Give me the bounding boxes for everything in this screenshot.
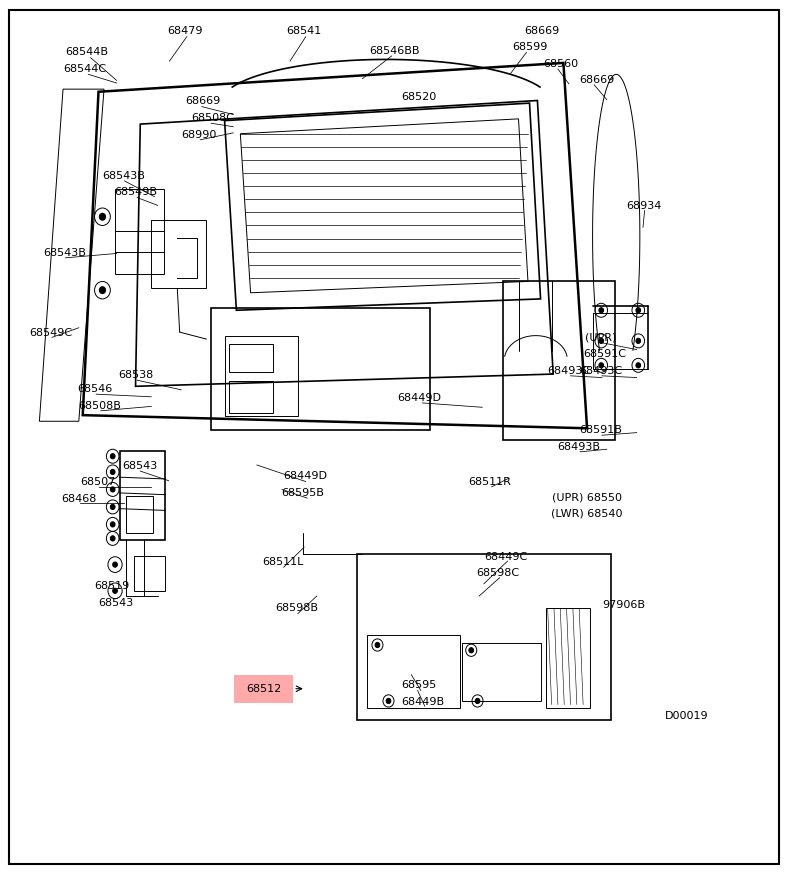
Text: 68598B: 68598B [276,603,318,614]
Text: 68595B: 68595B [281,488,324,498]
Text: 68449D: 68449D [397,392,441,403]
Text: 68508B: 68508B [79,400,121,411]
Text: 68595: 68595 [402,680,437,690]
Bar [229,381,273,413]
Text: 68543: 68543 [122,461,157,471]
Bar [357,554,611,720]
Circle shape [110,522,115,527]
Circle shape [475,698,480,704]
Circle shape [99,287,106,294]
Text: 68493C: 68493C [548,365,590,376]
Text: 68560: 68560 [544,59,578,69]
Text: 68543: 68543 [98,598,133,608]
Text: 68543B: 68543B [43,247,86,258]
Text: 68511L: 68511L [262,557,303,567]
Text: 68508C: 68508C [191,113,234,123]
Circle shape [110,504,115,510]
Text: 68598C: 68598C [477,568,519,579]
Circle shape [110,487,115,492]
Text: 68493B: 68493B [557,441,600,452]
Text: 68549B: 68549B [114,187,157,198]
Text: 68449C: 68449C [485,551,527,562]
Bar [115,189,164,274]
Text: 68544B: 68544B [65,47,108,58]
Text: 68468: 68468 [61,494,96,504]
Circle shape [636,308,641,313]
Circle shape [113,588,117,593]
Text: 68990: 68990 [181,129,216,140]
Circle shape [110,469,115,475]
Text: 68543B: 68543B [102,170,145,181]
Text: 68669: 68669 [525,26,559,37]
Bar [126,496,153,533]
Text: 68546: 68546 [77,384,112,394]
Text: 68541: 68541 [286,26,321,37]
Circle shape [636,363,641,368]
Text: (UPR) 68550: (UPR) 68550 [552,492,622,503]
Bar [367,635,460,708]
Text: 68934: 68934 [626,201,661,212]
Bar [211,308,430,430]
Text: 68479: 68479 [167,26,203,37]
Bar [503,281,615,440]
Circle shape [469,648,474,653]
Bar [120,451,165,540]
Circle shape [113,562,117,567]
Circle shape [636,338,641,343]
Text: 68549C: 68549C [29,328,72,338]
Text: 68669: 68669 [580,74,615,85]
Text: 97906B: 97906B [603,600,645,610]
Bar [151,220,206,288]
Text: 68544C: 68544C [64,64,106,74]
FancyBboxPatch shape [234,675,293,703]
Bar [134,556,165,591]
Circle shape [99,213,106,220]
Text: 68449D: 68449D [283,471,327,482]
Bar [225,336,298,416]
Text: 68449B: 68449B [402,697,444,707]
Text: 68669: 68669 [185,96,220,107]
Text: 68538: 68538 [118,370,153,380]
Text: 68599: 68599 [512,42,547,52]
Circle shape [110,454,115,459]
Text: 68520: 68520 [402,92,437,102]
Circle shape [599,363,604,368]
Circle shape [386,698,391,704]
Text: 68546BB: 68546BB [369,45,419,56]
Text: 68507: 68507 [80,477,115,488]
Circle shape [110,536,115,541]
Bar [462,643,541,701]
Circle shape [375,642,380,648]
Bar [546,608,590,708]
Text: 68493C: 68493C [579,365,622,376]
Bar [229,344,273,372]
Text: (UPR): (UPR) [585,332,616,343]
Text: D00019: D00019 [665,711,709,721]
Text: 68519: 68519 [95,581,129,592]
Text: 68512: 68512 [246,683,281,694]
Text: 68591C: 68591C [583,349,626,359]
Circle shape [599,308,604,313]
Circle shape [599,338,604,343]
Text: 68511R: 68511R [469,477,511,488]
Text: (LWR) 68540: (LWR) 68540 [552,509,623,519]
Text: 68591B: 68591B [579,425,622,435]
